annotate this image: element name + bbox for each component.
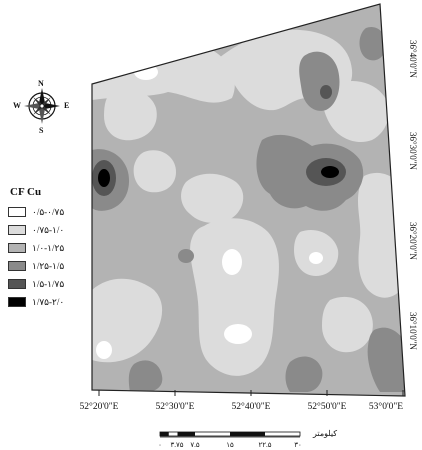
high-zone <box>320 85 332 99</box>
y-tick-label: 36°20'0"N <box>408 222 418 260</box>
scale-tick-label: ۰ <box>158 441 162 449</box>
scale-bar <box>159 431 301 438</box>
compass-west-label: W <box>13 101 21 110</box>
compass-south-label: S <box>39 126 44 135</box>
legend-label: ۱/۰-۱/۲۵ <box>32 242 65 253</box>
legend-title: CF Cu <box>10 186 42 198</box>
study-area-boundary <box>91 3 406 397</box>
legend-label: ۰/۵-۰/۷۵ <box>32 206 65 217</box>
lowest-zone <box>96 341 112 359</box>
legend-swatch <box>8 297 26 307</box>
scale-tick-label: ۱۵ <box>226 441 234 449</box>
x-tick-label: 52°50'0"E <box>307 402 347 412</box>
lowest-zone <box>224 324 252 344</box>
light-zone <box>181 173 244 223</box>
light-zone <box>104 89 157 141</box>
legend-swatch <box>8 225 26 235</box>
light-zone <box>92 278 163 363</box>
dark-zone <box>359 26 386 61</box>
legend-swatch <box>8 261 26 271</box>
light-zone <box>322 81 389 143</box>
legend-label: ۱/۲۵-۱/۵ <box>32 260 65 271</box>
scale-tick-label: ۲۲.۵ <box>258 441 272 449</box>
y-tick-label: 36°40'0"N <box>408 40 418 78</box>
legend-swatch <box>8 279 26 289</box>
y-tick-label: 36°10'0"N <box>408 312 418 350</box>
legend-item: ۱/۵-۱/۷۵ <box>8 278 64 290</box>
legend-label: ۱/۷۵-۲/۰ <box>32 296 65 307</box>
compass-rose-icon <box>24 88 60 124</box>
legend-swatch <box>8 243 26 253</box>
x-tick-label: 52°30'0"E <box>155 402 195 412</box>
legend-swatch <box>8 207 26 217</box>
scale-tick-label: ۳.۷۵ <box>170 441 184 449</box>
light-zone <box>190 218 279 376</box>
y-tick-label: 36°30'0"N <box>408 132 418 170</box>
x-tick-label: 53°0'0"E <box>368 402 404 412</box>
dark-zone <box>128 360 163 392</box>
dark-zone <box>367 327 405 392</box>
lowest-zone <box>309 252 323 264</box>
legend-label: ۰/۷۵-۱/۰ <box>32 224 65 235</box>
scale-tick-label: ۷.۵ <box>190 441 200 449</box>
cu-concentration-map <box>92 4 405 396</box>
legend-item: ۱/۷۵-۲/۰ <box>8 296 64 308</box>
compass-north-label: N <box>38 79 44 88</box>
legend-item: ۰/۷۵-۱/۰ <box>8 224 64 236</box>
compass-east-label: E <box>64 101 70 110</box>
dark-zone <box>178 249 194 263</box>
light-zone <box>133 150 176 193</box>
lowest-zone <box>222 249 242 275</box>
x-tick-marks <box>98 390 404 396</box>
scale-unit-label: کیلومتر <box>313 429 338 438</box>
highest-zone <box>321 166 339 178</box>
x-tick-label: 52°20'0"E <box>79 402 119 412</box>
legend-item: ۰/۵-۰/۷۵ <box>8 206 64 218</box>
dark-zone <box>285 356 323 392</box>
legend-item: ۱/۲۵-۱/۵ <box>8 260 64 272</box>
legend-item: ۱/۰-۱/۲۵ <box>8 242 64 254</box>
light-zone <box>322 296 373 353</box>
x-tick-label: 52°40'0"E <box>231 402 271 412</box>
scale-tick-label: ۳۰ <box>294 441 302 449</box>
legend-label: ۱/۵-۱/۷۵ <box>32 278 65 289</box>
highest-zone <box>98 169 110 187</box>
